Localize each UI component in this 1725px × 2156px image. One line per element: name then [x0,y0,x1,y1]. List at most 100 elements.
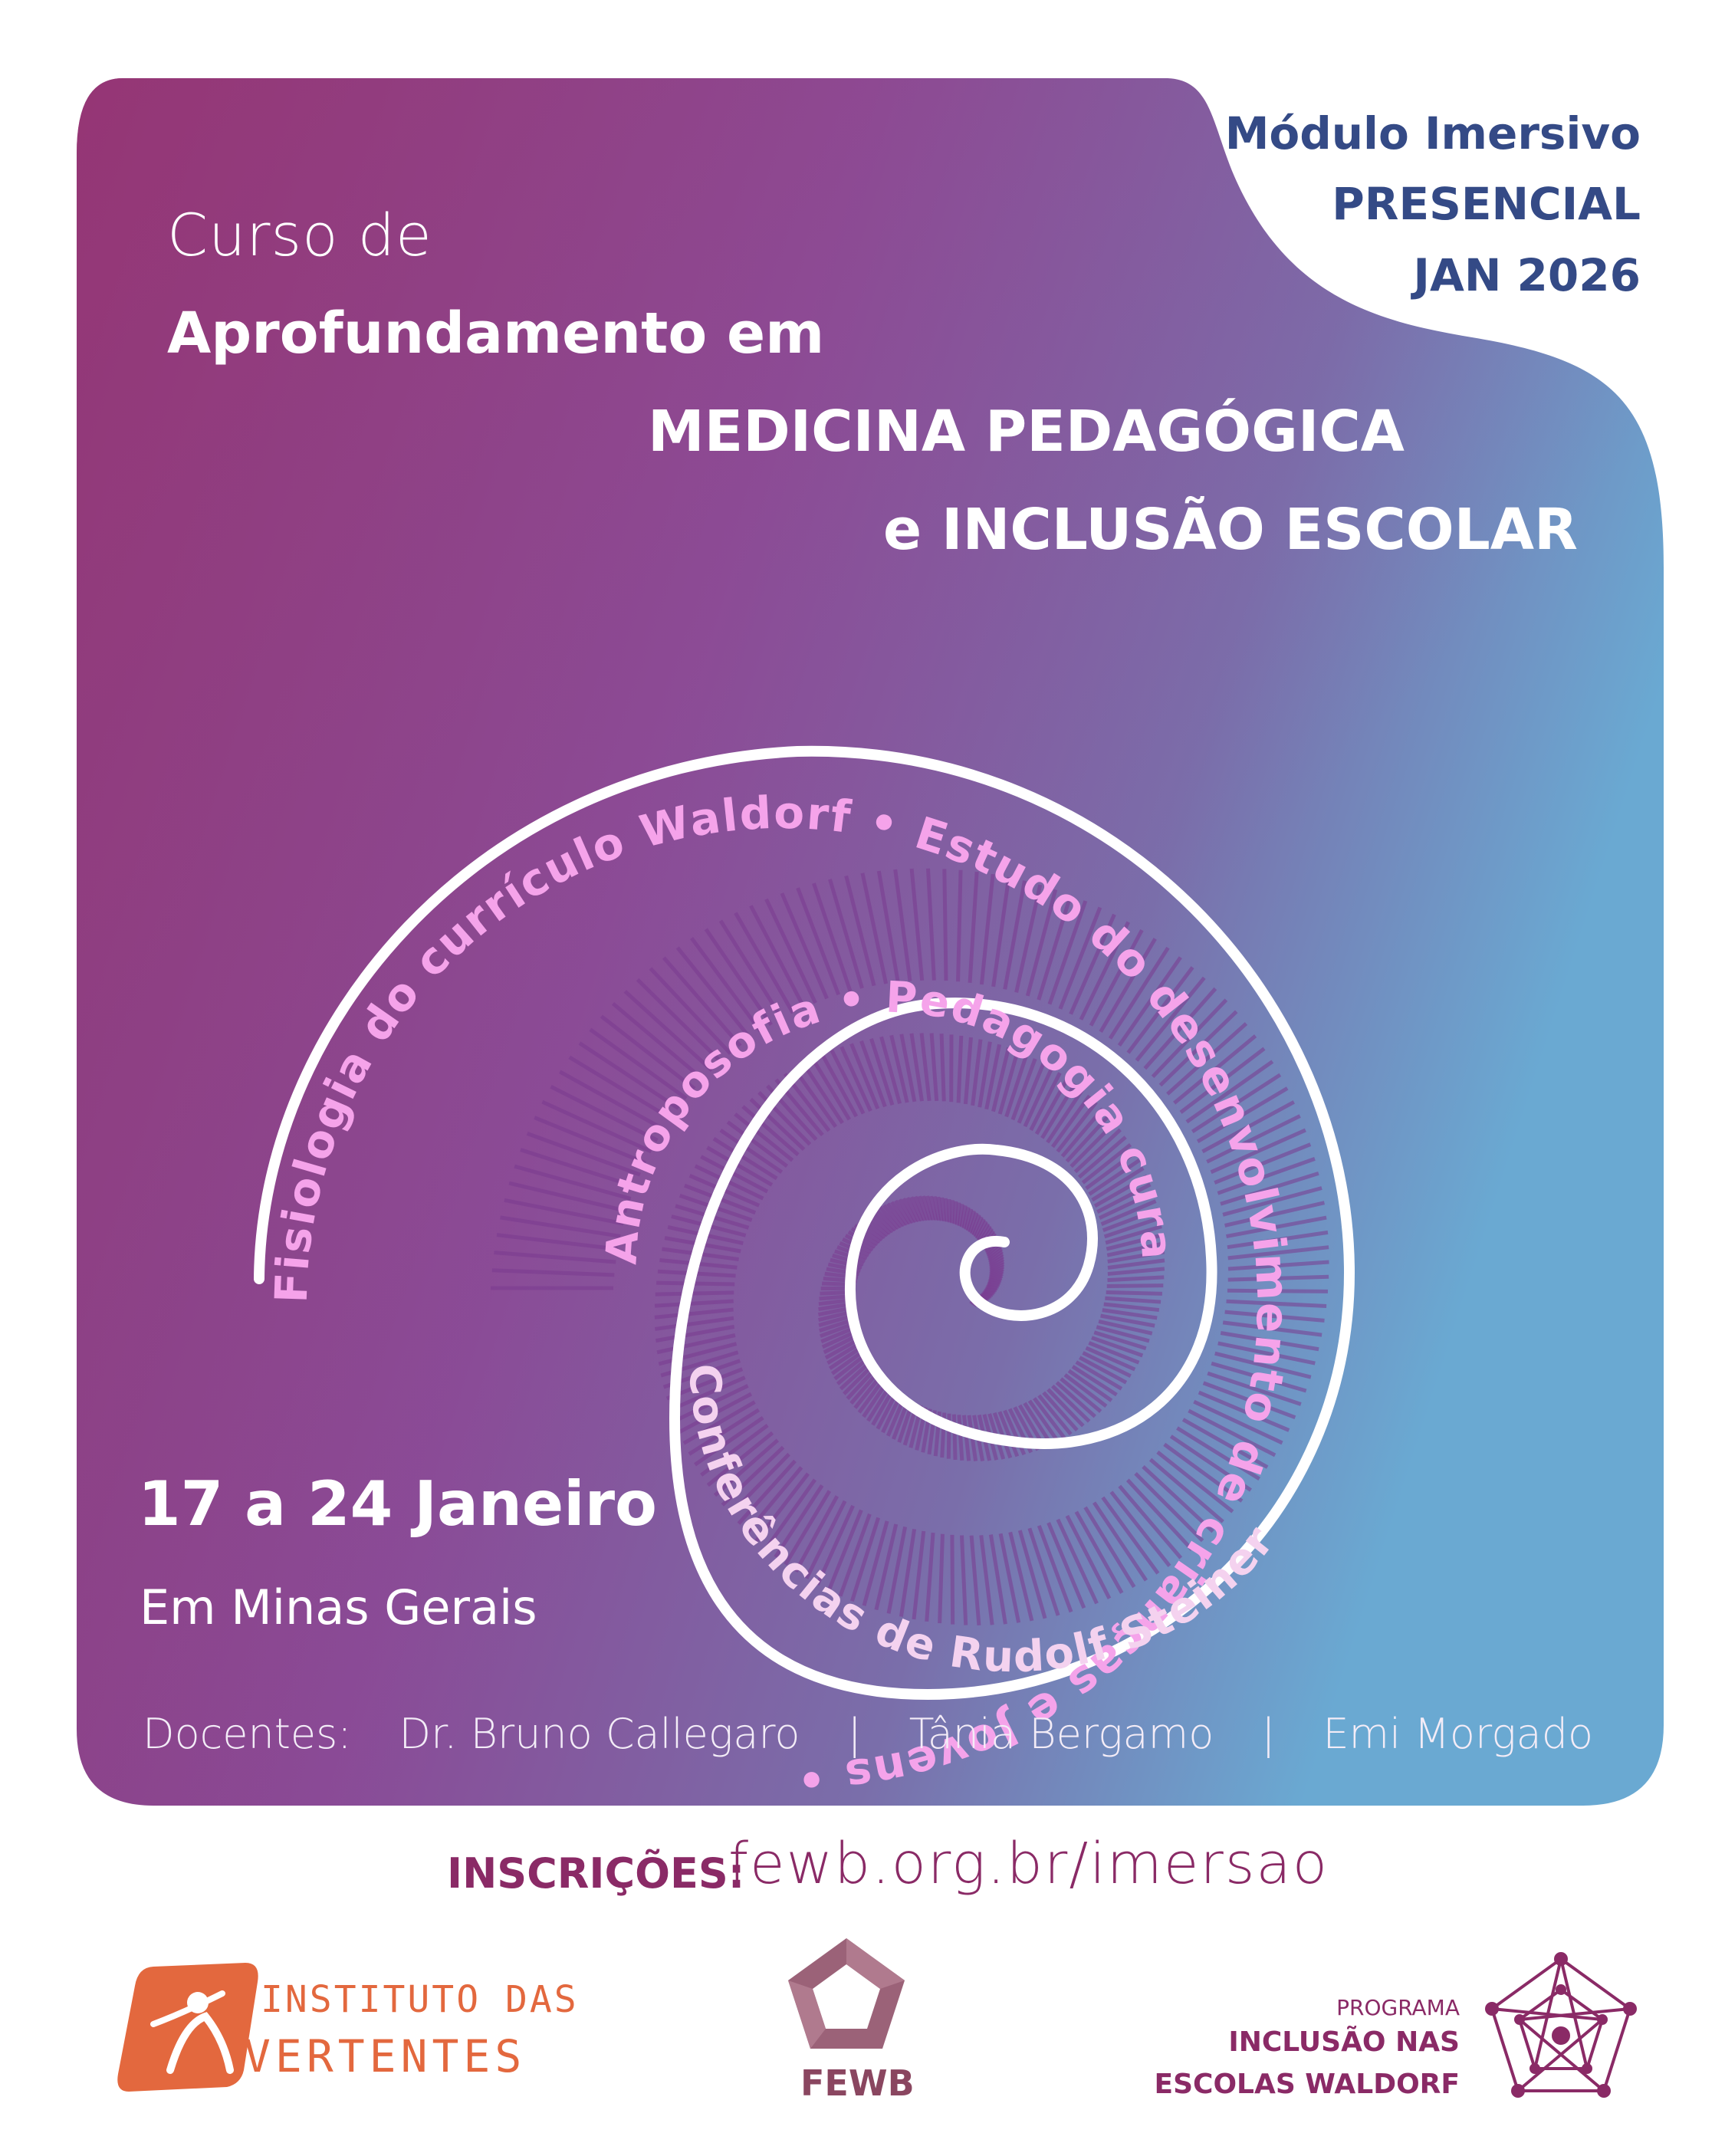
spiral-tick [1029,1072,1062,1132]
spiral-tick [1106,1233,1164,1251]
spiral-tick [830,1349,865,1375]
spiral-tick [734,912,795,1014]
spiral-tick [1089,928,1144,1027]
spiral-tick [520,1148,636,1189]
docentes-row: Docentes: Dr. Bruno Callegaro | Tânia Be… [143,1710,1641,1758]
spiral-tick [673,1384,749,1423]
spiral-tick [936,1196,944,1221]
spiral-tick [947,1198,951,1223]
spiral-tick [893,869,912,981]
spiral-tick [957,1204,964,1227]
spiral-tick [819,1321,856,1339]
spiral-tick [700,1155,769,1194]
spiral-tick [1227,1230,1329,1250]
spiral-tick [1188,1408,1276,1458]
spiral-tick [1210,1128,1306,1175]
spiral-tick [905,1197,921,1223]
spiral-tick [950,1534,955,1625]
spiral-tick [1070,1121,1116,1168]
spiral-tick [1105,1296,1162,1304]
spiral-tick [764,898,817,1004]
spiral-tick [611,1001,705,1081]
spiral-tick [1207,1371,1302,1406]
spiral-tick [655,1316,734,1331]
spiral-tick [899,1034,917,1103]
spiral-tick [1166,1022,1248,1096]
spiral-tick [688,1408,760,1456]
spiral-tick [1077,1136,1127,1179]
spiral-tick [1088,1159,1141,1196]
spiral-tick [871,1210,895,1234]
spiral-tick [1063,1373,1108,1408]
spiral-tick [1107,1267,1165,1277]
spiral-tick [820,1326,856,1344]
registration-label: INSCRIÇÕES: [447,1849,745,1898]
docentes-label: Docentes: [143,1710,352,1758]
spiral-tick [899,1529,917,1617]
spiral-tick [1202,1381,1296,1420]
spiral-tick [876,870,900,983]
spiral-tick [749,905,807,1009]
spiral-tick [623,990,714,1072]
programa-name-line2: ESCOLAS WALDORF [1154,2069,1460,2100]
spiral-tick [1091,1166,1145,1202]
spiral-tick [859,1040,887,1108]
spiral-tick [1107,1258,1165,1270]
spiral-tick [997,1411,1020,1458]
spiral-tick [1217,1341,1316,1366]
spiral-tick [1100,1313,1155,1328]
spiral-tick [656,1333,736,1355]
spiral-tick [1099,1191,1155,1220]
spiral-tick [764,1478,817,1550]
spiral-tick [1085,1150,1137,1191]
spiral-tick [879,1205,900,1230]
spiral-tick [959,1205,968,1228]
spiral-tick [654,1299,734,1308]
spiral-tick [1046,1088,1085,1144]
spiral-tick [559,1070,665,1132]
spiral-tick [849,1043,880,1109]
spiral-tick [704,928,773,1027]
spiral-tick [898,1198,915,1224]
spiral-tick [913,1195,927,1221]
spiral-tick [838,1513,872,1597]
spiral-tick [1071,1365,1118,1397]
spiral-tick [1075,1360,1123,1391]
spiral-tick [957,1415,964,1461]
spiral-tick [514,1164,632,1201]
spiral-tick [1163,1442,1244,1503]
spiral-tick [860,873,889,984]
spiral-tick [1106,1241,1165,1257]
spiral-tick [1227,1274,1329,1282]
spiral-tick [942,869,948,981]
spiral-tick [1023,1066,1054,1128]
spiral-tick [964,1208,974,1231]
spiral-tick [1226,1299,1327,1308]
spiral-tick [774,1484,824,1559]
spiral-tick [971,1216,984,1237]
spiral-tick [655,1290,734,1297]
spiral-tick [843,1364,874,1395]
spiral-tick [874,1523,899,1611]
spiral-tick [836,1357,869,1385]
spiral-tick [828,1346,863,1370]
spiral-tick [1134,1472,1204,1543]
spiral-tick [1017,1530,1047,1619]
spiral-tick [504,1198,624,1226]
spiral-tick [1227,1288,1329,1293]
title-line-medicina: MEDICINA PEDAGÓGICA [648,399,1405,465]
spiral-tick [658,1342,738,1366]
spiral-tick [526,1131,641,1177]
spiral-tick [978,1041,992,1108]
spiral-tick [1196,1086,1289,1143]
title-line-inclusao: e INCLUSÃO ESCOLAR [883,497,1579,563]
spiral-tick [951,1414,958,1460]
fewb-logo [788,1938,905,2049]
spiral-tick [1158,1010,1238,1087]
spiral-tick [826,1509,863,1592]
spiral-tick [801,1062,844,1125]
spiral-tick [1226,1215,1327,1238]
registration-link[interactable]: fewb.org.br/imersao [728,1831,1329,1897]
spiral-tick [718,919,784,1020]
